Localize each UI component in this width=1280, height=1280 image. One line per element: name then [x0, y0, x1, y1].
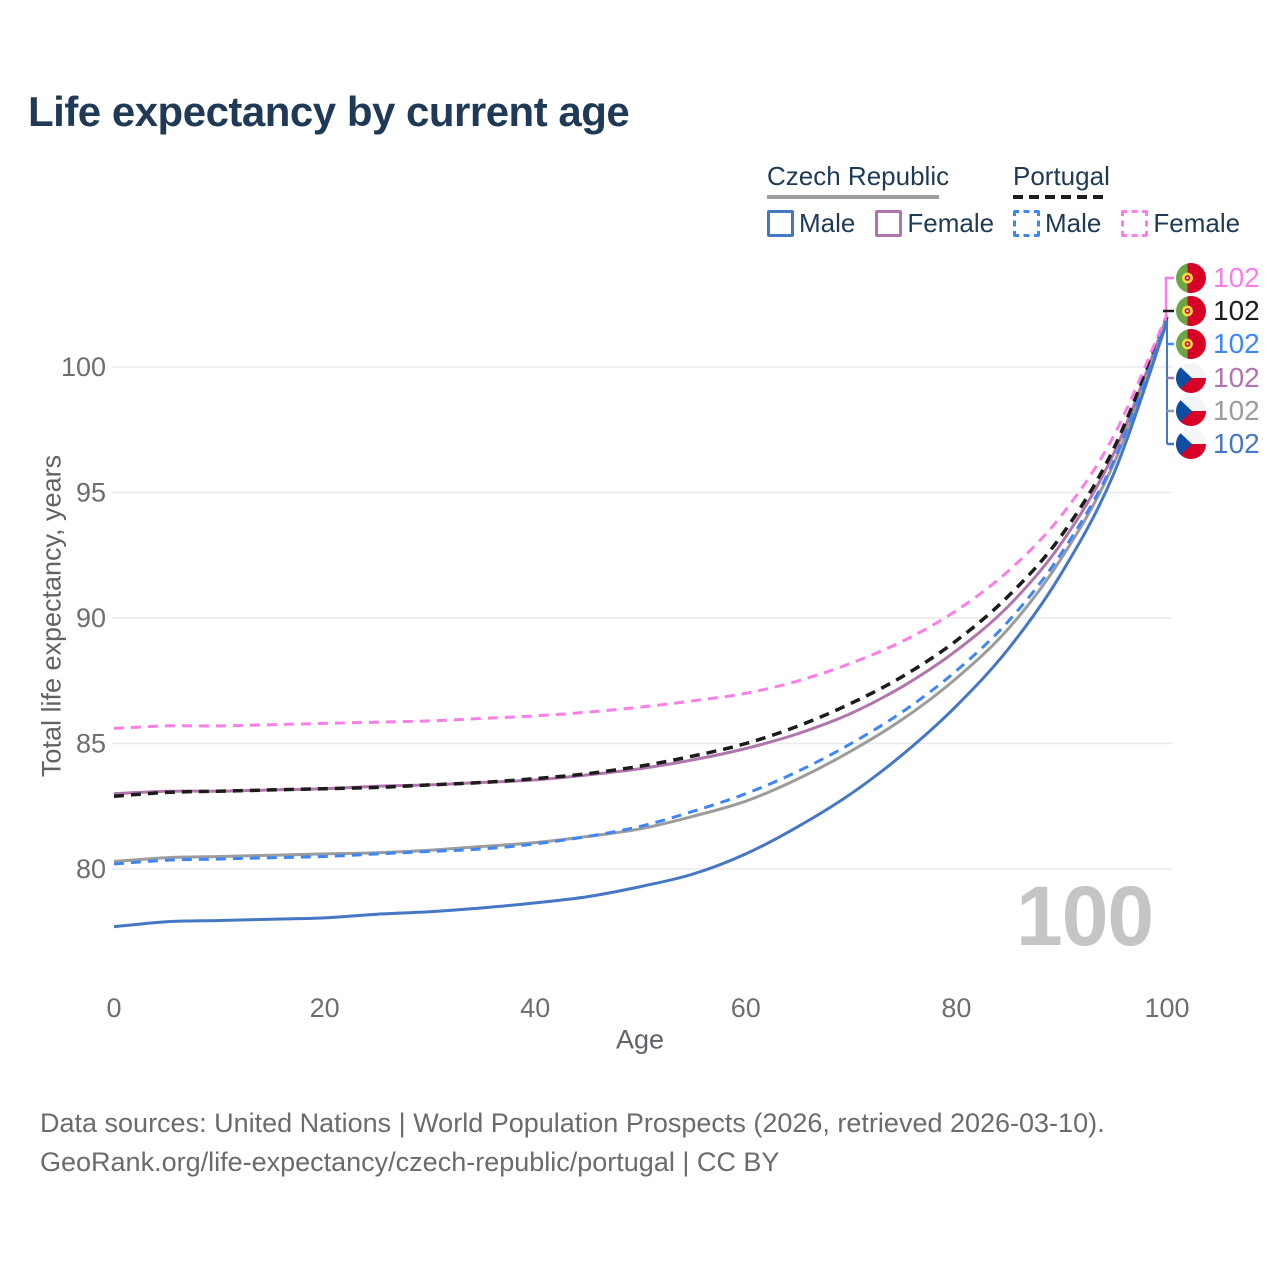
y-tick-label: 80: [76, 854, 106, 884]
portugal-flag-icon: [1176, 263, 1206, 293]
end-label-row: 102: [1176, 362, 1260, 393]
end-label-row: 102: [1176, 428, 1260, 459]
series-line-portugal-total[interactable]: [113, 316, 1169, 798]
end-label-row: 102: [1176, 295, 1260, 326]
legend-item-label: Male: [799, 208, 856, 238]
end-label-value: 102: [1213, 328, 1260, 359]
czech-flag-icon: [1176, 429, 1206, 459]
end-label-value: 102: [1213, 362, 1260, 393]
legend-item-portugal-female[interactable]: Female: [1121, 208, 1240, 239]
y-tick-label: 85: [76, 729, 106, 759]
czech-female-swatch-icon: [875, 210, 903, 237]
legend-group-portugal: Portugal Male Female: [1013, 161, 1240, 239]
czech-flag-icon: [1176, 396, 1206, 426]
portugal-flag-icon: [1176, 329, 1206, 359]
y-tick-label: 95: [76, 478, 106, 508]
series-line-czech-male[interactable]: [113, 321, 1169, 929]
legend-underline-portugal-dashed: [1013, 195, 1107, 199]
czech-male-swatch-icon: [767, 210, 794, 237]
end-label-row: 102: [1176, 328, 1260, 359]
czech-flag-icon: [1176, 363, 1206, 393]
leader-line: [1164, 276, 1174, 318]
series-line-portugal-male[interactable]: [113, 318, 1169, 866]
legend-group-czech-republic: Czech Republic Male Female: [767, 161, 994, 239]
footer-data-sources: Data sources: United Nations | World Pop…: [40, 1108, 1105, 1138]
x-tick-label: 80: [941, 993, 971, 1023]
x-tick-label: 60: [731, 993, 761, 1023]
end-label-value: 102: [1213, 295, 1260, 326]
legend-item-label: Female: [907, 208, 995, 238]
footer: Data sources: United Nations | World Pop…: [40, 1104, 1105, 1182]
legend-item-portugal-male[interactable]: Male: [1013, 208, 1101, 239]
series-line-czech-female[interactable]: [113, 316, 1169, 796]
x-tick-label: 20: [310, 993, 340, 1023]
legend-underline-czech-solid: [767, 195, 939, 199]
x-axis-title: Age: [615, 1024, 665, 1055]
portugal-flag-icon: [1176, 296, 1206, 326]
end-label-value: 102: [1213, 395, 1260, 426]
portugal-female-swatch-icon: [1121, 210, 1149, 237]
series-line-czech-total[interactable]: [113, 318, 1169, 863]
y-axis-title: Total life expectancy, years: [36, 454, 67, 778]
legend-item-label: Male: [1045, 208, 1102, 238]
legend-header-czech-republic[interactable]: Czech Republic: [767, 161, 950, 191]
legend-header-portugal[interactable]: Portugal: [1013, 161, 1110, 191]
footer-attribution-link[interactable]: GeoRank.org/life-expectancy/czech-republ…: [40, 1147, 780, 1177]
portugal-male-swatch-icon: [1013, 210, 1040, 237]
end-label-value: 102: [1213, 262, 1260, 293]
end-label-row: 102: [1176, 395, 1260, 426]
x-tick-label: 0: [106, 993, 121, 1023]
end-label-row: 102: [1176, 262, 1260, 293]
series-line-portugal-female[interactable]: [113, 313, 1169, 730]
legend-item-label: Female: [1153, 208, 1241, 238]
legend-item-czech-male[interactable]: Male: [767, 208, 855, 239]
legend-item-czech-female[interactable]: Female: [875, 208, 994, 239]
y-tick-label: 90: [76, 603, 106, 633]
y-tick-label: 100: [61, 352, 106, 382]
page-title: Life expectancy by current age: [28, 88, 630, 135]
age-counter-watermark: 100: [1016, 869, 1154, 963]
end-label-value: 102: [1213, 428, 1260, 459]
x-tick-label: 40: [520, 993, 550, 1023]
x-tick-label: 100: [1144, 993, 1189, 1023]
